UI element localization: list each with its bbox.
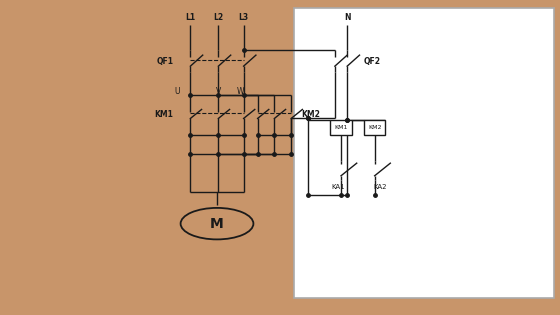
Text: V: V	[216, 87, 221, 96]
Text: U: U	[175, 87, 180, 96]
Text: L1: L1	[185, 13, 195, 22]
Text: QF2: QF2	[364, 57, 381, 66]
Text: L3: L3	[239, 13, 249, 22]
Text: KM1: KM1	[155, 111, 174, 119]
Text: KM2: KM2	[301, 111, 320, 119]
Text: QF1: QF1	[157, 57, 174, 66]
Text: KA2: KA2	[374, 184, 387, 191]
Text: W: W	[237, 87, 245, 96]
Text: M: M	[210, 217, 224, 231]
Text: L2: L2	[213, 13, 223, 22]
Text: KM1: KM1	[334, 125, 348, 130]
FancyBboxPatch shape	[364, 120, 385, 135]
Text: KA1: KA1	[332, 184, 345, 191]
FancyBboxPatch shape	[294, 8, 554, 298]
Text: N: N	[344, 13, 351, 22]
Text: KM2: KM2	[368, 125, 381, 130]
FancyBboxPatch shape	[330, 120, 352, 135]
